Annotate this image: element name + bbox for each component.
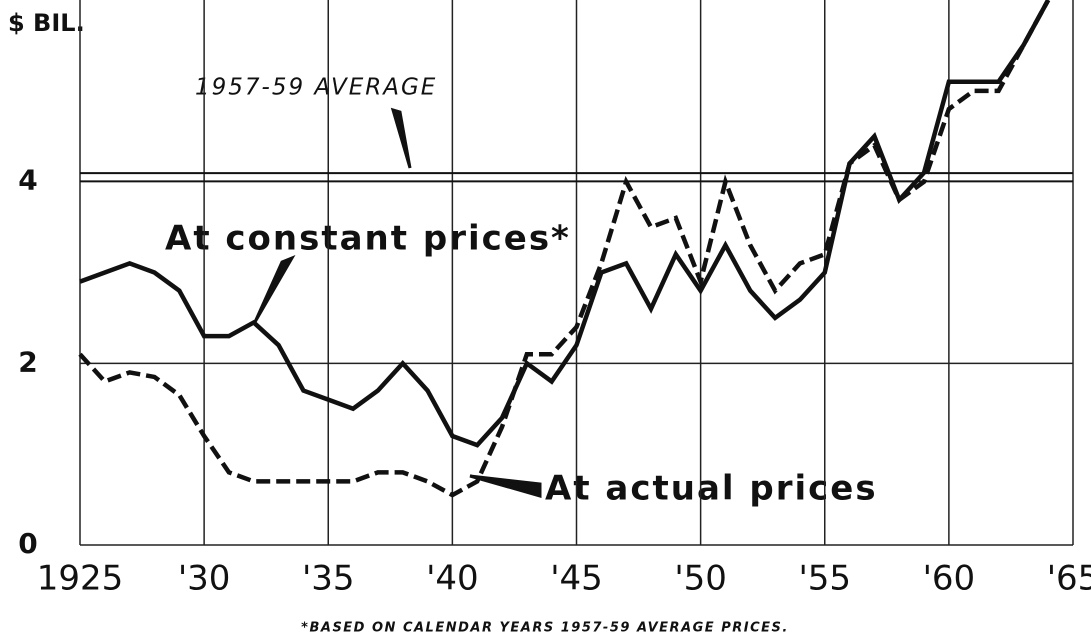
x-tick-label: '35 bbox=[302, 559, 355, 599]
series-label: At constant prices* bbox=[165, 219, 571, 259]
x-tick-label: '55 bbox=[798, 559, 851, 599]
x-tick-label: 1925 bbox=[37, 559, 124, 599]
y-tick-label: 2 bbox=[18, 345, 37, 378]
y-tick-label: 0 bbox=[18, 527, 37, 560]
series-line bbox=[78, 0, 1051, 498]
footnote: *BASED ON CALENDAR YEARS 1957-59 AVERAGE… bbox=[301, 621, 789, 636]
leader bbox=[390, 107, 412, 169]
series-label: At actual prices bbox=[545, 469, 878, 509]
x-tick-label: '65 bbox=[1047, 559, 1091, 599]
x-tick-label: '50 bbox=[674, 559, 727, 599]
x-tick-label: '30 bbox=[178, 559, 231, 599]
leader bbox=[253, 254, 296, 323]
x-tick-label: '45 bbox=[550, 559, 603, 599]
x-tick-label: '60 bbox=[923, 559, 976, 599]
y-tick-label: 4 bbox=[18, 164, 37, 197]
x-tick-label: '40 bbox=[426, 559, 479, 599]
y-axis-label: $ BIL. bbox=[8, 9, 85, 37]
leader bbox=[469, 474, 542, 498]
reference-label: 1957-59 AVERAGE bbox=[195, 75, 437, 101]
